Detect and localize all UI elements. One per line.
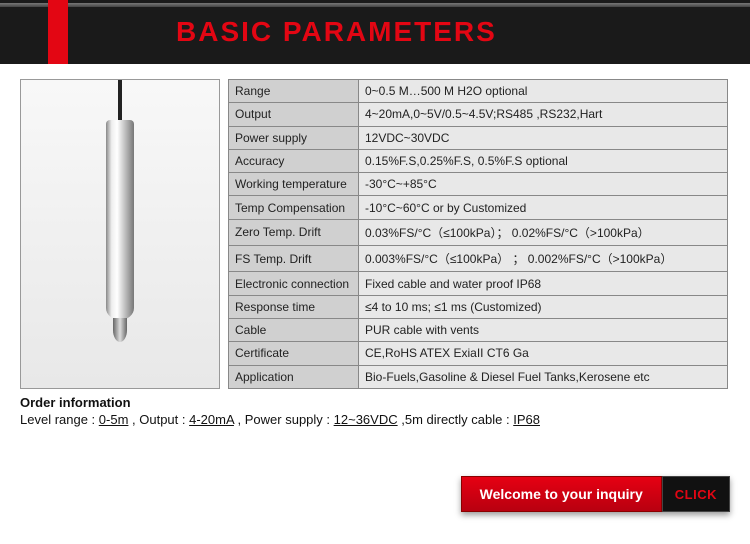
param-value: PUR cable with vents — [359, 319, 728, 342]
param-value: Bio-Fuels,Gasoline & Diesel Fuel Tanks,K… — [359, 365, 728, 388]
inquiry-button[interactable]: Welcome to your inquiry CLICK — [461, 476, 730, 512]
order-info-title: Order information — [20, 395, 730, 410]
param-label: Electronic connection — [229, 272, 359, 295]
param-label: FS Temp. Drift — [229, 246, 359, 272]
table-row: Accuracy0.15%F.S,0.25%F.S, 0.5%F.S optio… — [229, 149, 728, 172]
param-value: 0.003%FS/°C（≤100kPa） ； 0.002%FS/°C（>100k… — [359, 246, 728, 272]
inquiry-click-label: CLICK — [662, 476, 730, 512]
order-output-value: 4-20mA — [189, 412, 234, 427]
table-row: Power supply12VDC~30VDC — [229, 126, 728, 149]
param-value: -10°C~60°C or by Customized — [359, 196, 728, 219]
param-value: Fixed cable and water proof IP68 — [359, 272, 728, 295]
order-cable-value: IP68 — [513, 412, 540, 427]
param-label: Accuracy — [229, 149, 359, 172]
param-value: 0~0.5 M…500 M H2O optional — [359, 80, 728, 103]
order-power-value: 12~36VDC — [334, 412, 398, 427]
param-value: 12VDC~30VDC — [359, 126, 728, 149]
order-level-value: 0-5m — [99, 412, 129, 427]
table-row: ApplicationBio-Fuels,Gasoline & Diesel F… — [229, 365, 728, 388]
param-value: ≤4 to 10 ms; ≤1 ms (Customized) — [359, 295, 728, 318]
order-power-prefix: , Power supply : — [234, 412, 334, 427]
order-information: Order information Level range : 0-5m , O… — [0, 389, 750, 427]
param-value: 0.15%F.S,0.25%F.S, 0.5%F.S optional — [359, 149, 728, 172]
order-info-line: Level range : 0-5m , Output : 4-20mA , P… — [20, 412, 730, 427]
header-band: BASIC PARAMETERS — [0, 0, 750, 64]
param-label: Range — [229, 80, 359, 103]
content-area: Range0~0.5 M…500 M H2O optionalOutput4~2… — [0, 64, 750, 389]
param-label: Cable — [229, 319, 359, 342]
param-value: CE,RoHS ATEX ExiaII CT6 Ga — [359, 342, 728, 365]
param-label: Zero Temp. Drift — [229, 219, 359, 245]
param-label: Temp Compensation — [229, 196, 359, 219]
page-title: BASIC PARAMETERS — [176, 16, 497, 48]
table-row: CertificateCE,RoHS ATEX ExiaII CT6 Ga — [229, 342, 728, 365]
header-red-marker — [48, 0, 68, 64]
parameters-table: Range0~0.5 M…500 M H2O optionalOutput4~2… — [228, 79, 728, 389]
param-label: Response time — [229, 295, 359, 318]
param-label: Power supply — [229, 126, 359, 149]
table-row: Response time≤4 to 10 ms; ≤1 ms (Customi… — [229, 295, 728, 318]
product-image — [20, 79, 220, 389]
table-row: Output4~20mA,0~5V/0.5~4.5V;RS485 ,RS232,… — [229, 103, 728, 126]
param-value: -30°C~+85°C — [359, 173, 728, 196]
probe-cable-icon — [118, 80, 122, 120]
param-label: Application — [229, 365, 359, 388]
param-label: Certificate — [229, 342, 359, 365]
param-label: Working temperature — [229, 173, 359, 196]
order-output-prefix: , Output : — [128, 412, 189, 427]
param-value: 4~20mA,0~5V/0.5~4.5V;RS485 ,RS232,Hart — [359, 103, 728, 126]
order-level-prefix: Level range : — [20, 412, 99, 427]
table-row: Zero Temp. Drift0.03%FS/°C（≤100kPa）； 0.0… — [229, 219, 728, 245]
table-row: Temp Compensation-10°C~60°C or by Custom… — [229, 196, 728, 219]
table-row: Range0~0.5 M…500 M H2O optional — [229, 80, 728, 103]
order-cable-prefix: ,5m directly cable : — [398, 412, 514, 427]
table-row: Working temperature-30°C~+85°C — [229, 173, 728, 196]
inquiry-welcome-label: Welcome to your inquiry — [461, 476, 662, 512]
probe-tip-icon — [113, 318, 127, 342]
header-top-border — [0, 3, 750, 7]
probe-body-icon — [106, 120, 134, 320]
param-value: 0.03%FS/°C（≤100kPa）； 0.02%FS/°C（>100kPa） — [359, 219, 728, 245]
param-label: Output — [229, 103, 359, 126]
table-row: Electronic connectionFixed cable and wat… — [229, 272, 728, 295]
parameters-tbody: Range0~0.5 M…500 M H2O optionalOutput4~2… — [229, 80, 728, 389]
table-row: CablePUR cable with vents — [229, 319, 728, 342]
table-row: FS Temp. Drift0.003%FS/°C（≤100kPa） ； 0.0… — [229, 246, 728, 272]
